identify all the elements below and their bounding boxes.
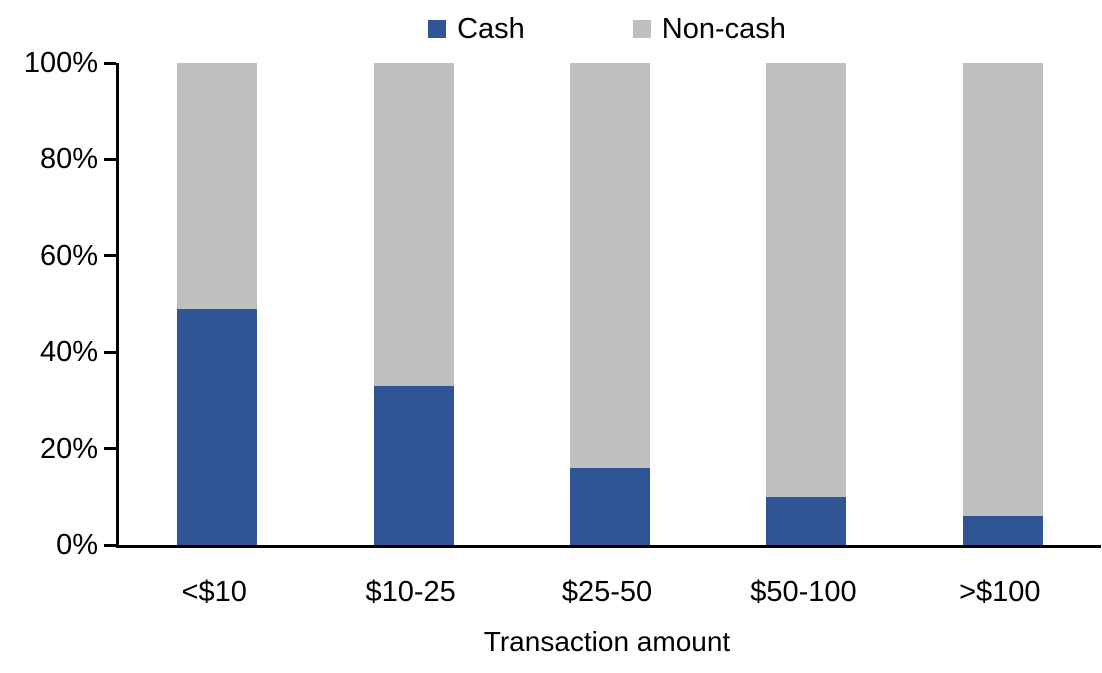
bar-segment-cash xyxy=(177,308,258,545)
y-tick-mark xyxy=(104,157,116,161)
legend-item-non-cash: Non-cash xyxy=(632,12,786,46)
bar-segment-non-cash xyxy=(962,63,1043,517)
bar-group xyxy=(708,63,904,545)
stacked-bar xyxy=(177,63,258,545)
legend-item-cash: Cash xyxy=(428,12,525,46)
y-tick-label: 100% xyxy=(23,47,98,79)
x-axis-labels: <$10 $10-25 $25-50 $50-100 >$100 xyxy=(116,575,1098,609)
legend-swatch-icon xyxy=(632,20,651,38)
bar-segment-cash xyxy=(962,516,1043,545)
plot-area xyxy=(116,63,1101,548)
stacked-bar xyxy=(766,63,847,545)
y-tick-mark xyxy=(104,350,116,354)
stacked-bar xyxy=(570,63,651,545)
x-tick-label: $25-50 xyxy=(561,576,653,608)
bar-segment-non-cash xyxy=(177,63,258,309)
legend-swatch-icon xyxy=(428,20,447,38)
y-tick-mark xyxy=(104,254,116,258)
bar-group xyxy=(512,63,708,545)
x-tick-label: >$100 xyxy=(959,576,1041,608)
bar-segment-non-cash xyxy=(766,63,847,497)
bar-group xyxy=(119,63,315,545)
bar-segment-non-cash xyxy=(570,63,651,468)
x-axis-title: Transaction amount xyxy=(483,626,731,657)
legend-label: Non-cash xyxy=(661,13,786,45)
bar-segment-cash xyxy=(766,496,847,545)
bar-segment-cash xyxy=(373,385,454,545)
x-tick-label: $10-25 xyxy=(365,576,456,608)
y-tick-mark xyxy=(104,61,116,65)
bar-segment-non-cash xyxy=(373,63,454,386)
y-tick-label: 20% xyxy=(39,432,98,465)
x-tick-label: <$10 xyxy=(181,576,247,608)
bar-segment-cash xyxy=(570,467,651,545)
y-tick-mark xyxy=(104,543,116,547)
legend-label: Cash xyxy=(457,13,525,45)
y-tick-label: 40% xyxy=(39,336,98,369)
y-tick-label: 80% xyxy=(39,143,98,176)
bar-group xyxy=(315,63,511,545)
y-tick-label: 0% xyxy=(56,529,98,561)
y-tick-label: 60% xyxy=(39,239,98,272)
x-tick-label: $50-100 xyxy=(750,576,857,608)
stacked-bar xyxy=(962,63,1043,545)
y-tick-mark xyxy=(104,447,116,451)
chart-legend: Cash Non-cash xyxy=(116,12,1098,46)
bars-area xyxy=(119,63,1101,545)
stacked-bar xyxy=(373,63,454,545)
bar-group xyxy=(905,63,1101,545)
